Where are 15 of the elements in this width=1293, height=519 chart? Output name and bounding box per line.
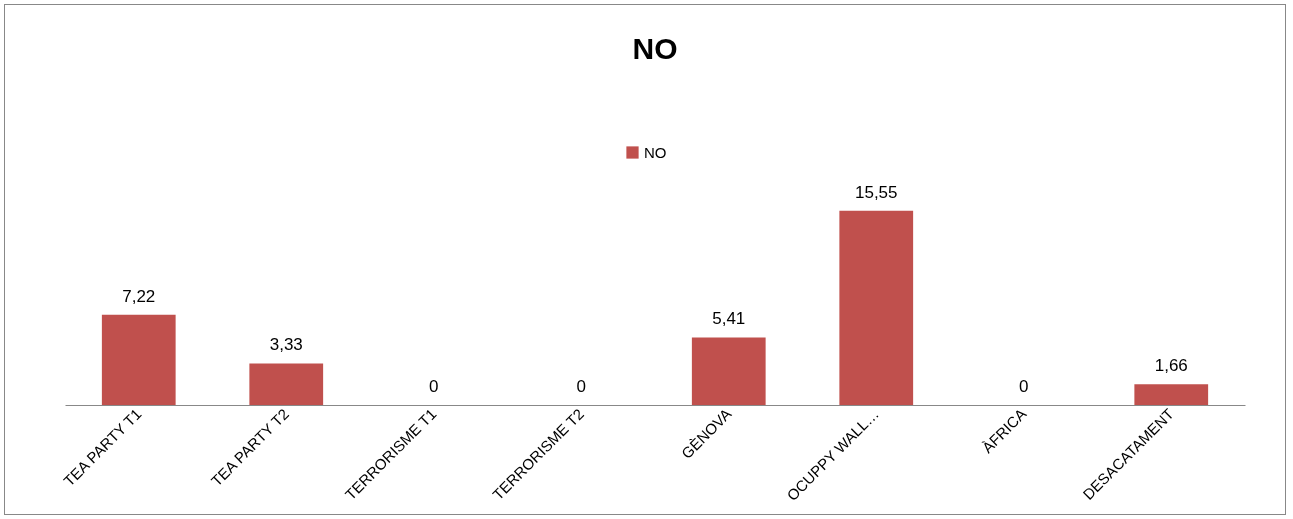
bar	[249, 363, 324, 405]
data-label: 7,22	[122, 286, 156, 306]
chart-title: NO	[632, 32, 678, 65]
bar	[691, 337, 766, 405]
data-label: 3,33	[269, 335, 303, 355]
bar	[1134, 384, 1209, 405]
bar	[839, 210, 914, 405]
data-label: 0	[1019, 377, 1029, 396]
data-label: 15,55	[854, 182, 898, 202]
legend-label: NO	[644, 143, 667, 161]
data-label: 0	[429, 377, 439, 396]
data-label: 1,66	[1154, 356, 1188, 376]
data-label: 5,41	[712, 309, 746, 329]
bar	[101, 314, 176, 405]
data-label: 0	[576, 377, 586, 396]
